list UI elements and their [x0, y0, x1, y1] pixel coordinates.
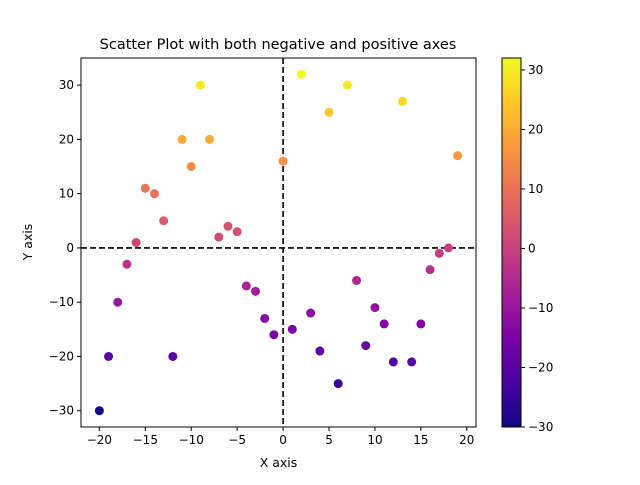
scatter-point — [269, 330, 279, 340]
x-tick-label: −15 — [133, 433, 158, 447]
scatter-point — [149, 189, 159, 199]
colorbar-tick-label: 0 — [528, 241, 536, 255]
reference-lines — [81, 58, 476, 427]
scatter-point — [425, 265, 435, 275]
scatter-point — [241, 281, 251, 291]
scatter-point — [361, 341, 371, 351]
scatter-point — [205, 134, 215, 144]
scatter-point — [104, 351, 114, 361]
scatter-point — [398, 96, 408, 106]
scatter-point — [342, 80, 352, 90]
y-axis-label: Y axis — [20, 224, 35, 262]
scatter-point — [453, 151, 463, 161]
scatter-point — [131, 238, 141, 247]
plot-area-frame — [80, 57, 477, 428]
colorbar-tick-label: −10 — [528, 301, 553, 315]
scatter-point — [352, 275, 362, 285]
scatter-point — [260, 313, 270, 323]
scatter-point — [324, 107, 334, 117]
colorbar-tick-label: −20 — [528, 360, 553, 374]
y-tick-label: 20 — [59, 132, 74, 146]
scatter-point — [407, 357, 417, 367]
scatter-point — [379, 319, 389, 329]
scatter-point — [306, 308, 316, 318]
x-tick-label: −5 — [228, 433, 246, 447]
scatter-point — [113, 297, 123, 307]
scatter-point — [370, 303, 380, 313]
scatter-point — [195, 80, 205, 90]
scatter-point — [223, 221, 233, 231]
scatter-point — [214, 232, 224, 242]
x-tick-label: 0 — [279, 433, 287, 447]
colorbar-tick-label: 10 — [528, 182, 543, 196]
y-tick-label: −20 — [49, 349, 74, 363]
scatter-point — [186, 162, 196, 172]
x-tick-label: 20 — [459, 433, 474, 447]
scatter-point — [140, 183, 150, 193]
x-axis-label: X axis — [260, 455, 298, 470]
scatter-point — [388, 357, 398, 367]
scatter-point — [159, 216, 169, 226]
x-tick-label: 15 — [413, 433, 428, 447]
scatter-point — [94, 406, 104, 416]
colorbar-tick-label: 20 — [528, 122, 543, 136]
colorbar-tick-label: −30 — [528, 420, 553, 434]
colorbar — [501, 57, 522, 428]
x-tick-label: 5 — [325, 433, 333, 447]
chart-title: Scatter Plot with both negative and posi… — [100, 37, 457, 53]
scatter-point — [278, 156, 288, 166]
scatter-point — [443, 243, 453, 253]
scatter-point — [177, 134, 187, 144]
colorbar-tick-label: 30 — [528, 63, 543, 77]
x-axis-ticks: −20 −15 −10 −5 0 5 10 15 20 — [87, 427, 474, 447]
scatter-point — [296, 69, 306, 79]
scatter-point — [333, 379, 343, 389]
scatter-point — [416, 319, 426, 329]
y-tick-label: −30 — [49, 404, 74, 418]
scatter-point — [168, 351, 178, 361]
colorbar-ticks: −30 −20 −10 0 10 20 30 — [521, 63, 553, 434]
scatter-point — [251, 286, 261, 296]
data-points — [94, 69, 463, 416]
scatter-point — [315, 346, 325, 356]
x-tick-label: 10 — [367, 433, 382, 447]
x-tick-label: −20 — [87, 433, 112, 447]
scatter-point — [122, 259, 132, 269]
scatter-point — [434, 248, 444, 258]
y-tick-label: 30 — [59, 78, 74, 92]
y-tick-label: 10 — [59, 187, 74, 201]
scatter-point — [232, 227, 242, 237]
x-tick-label: −10 — [179, 433, 204, 447]
y-axis-ticks: −30 −20 −10 0 10 20 30 — [49, 78, 81, 418]
y-tick-label: 0 — [66, 241, 74, 255]
y-tick-label: −10 — [49, 295, 74, 309]
scatter-point — [287, 324, 297, 334]
